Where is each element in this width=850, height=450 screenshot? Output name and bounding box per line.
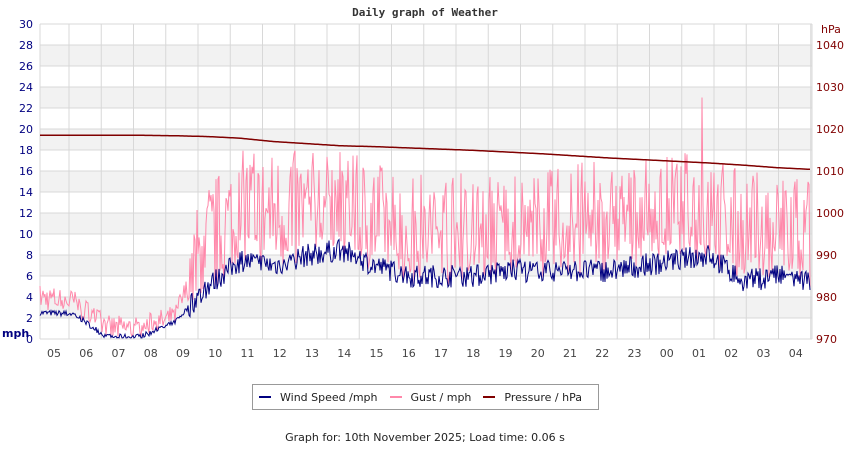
- svg-text:20: 20: [19, 123, 33, 136]
- legend-label: Gust / mph: [410, 390, 472, 404]
- legend-label: Pressure / hPa: [504, 390, 582, 404]
- pressure-swatch-icon: [483, 396, 496, 398]
- svg-text:970: 970: [816, 333, 837, 346]
- wind-swatch-icon: [259, 396, 271, 398]
- legend-label: Wind Speed /mph: [280, 390, 378, 404]
- svg-text:17: 17: [434, 347, 448, 360]
- svg-text:26: 26: [19, 60, 33, 73]
- svg-text:16: 16: [19, 165, 33, 178]
- svg-text:1030: 1030: [816, 81, 844, 94]
- legend-item-wind: Wind Speed /mph: [259, 391, 378, 404]
- svg-text:13: 13: [305, 347, 319, 360]
- svg-text:08: 08: [144, 347, 158, 360]
- svg-text:04: 04: [789, 347, 803, 360]
- svg-text:22: 22: [19, 102, 33, 115]
- svg-text:4: 4: [26, 291, 33, 304]
- svg-text:01: 01: [692, 347, 706, 360]
- svg-text:28: 28: [19, 39, 33, 52]
- weather-chart: 05 06 07 08 09 10 11 12 13 14 15 16 17 18 19 20 21 22 23 00…: [2, 18, 844, 360]
- svg-text:12: 12: [19, 207, 33, 220]
- svg-text:09: 09: [176, 347, 190, 360]
- svg-text:00: 00: [660, 347, 674, 360]
- svg-text:16: 16: [402, 347, 416, 360]
- svg-text:11: 11: [241, 347, 255, 360]
- svg-text:18: 18: [466, 347, 480, 360]
- gust-swatch-icon: [389, 396, 402, 398]
- svg-text:2: 2: [26, 312, 33, 325]
- svg-text:8: 8: [26, 249, 33, 262]
- svg-text:15: 15: [370, 347, 384, 360]
- svg-text:21: 21: [563, 347, 577, 360]
- chart-title: Daily graph of Weather: [352, 6, 498, 19]
- svg-text:18: 18: [19, 144, 33, 157]
- svg-text:14: 14: [337, 347, 351, 360]
- svg-text:1040: 1040: [816, 39, 844, 52]
- svg-text:19: 19: [499, 347, 513, 360]
- svg-text:hPa: hPa: [821, 23, 841, 36]
- svg-text:03: 03: [757, 347, 771, 360]
- svg-text:20: 20: [531, 347, 545, 360]
- svg-text:14: 14: [19, 186, 33, 199]
- svg-text:mph: mph: [2, 327, 29, 340]
- svg-text:1000: 1000: [816, 207, 844, 220]
- svg-text:05: 05: [47, 347, 61, 360]
- svg-text:23: 23: [628, 347, 642, 360]
- svg-text:30: 30: [19, 18, 33, 31]
- svg-text:24: 24: [19, 81, 33, 94]
- svg-text:990: 990: [816, 249, 837, 262]
- chart-legend: Wind Speed /mph Gust / mph Pressure / hP…: [252, 384, 599, 410]
- svg-text:0: 0: [26, 333, 33, 346]
- graph-footer: Graph for: 10th November 2025; Load time…: [285, 431, 565, 444]
- svg-text:10: 10: [208, 347, 222, 360]
- legend-item-gust: Gust / mph: [389, 390, 472, 404]
- svg-text:02: 02: [724, 347, 738, 360]
- svg-text:06: 06: [79, 347, 93, 360]
- svg-text:6: 6: [26, 270, 33, 283]
- svg-text:980: 980: [816, 291, 837, 304]
- svg-text:12: 12: [273, 347, 287, 360]
- svg-text:22: 22: [595, 347, 609, 360]
- svg-text:07: 07: [112, 347, 126, 360]
- svg-text:1010: 1010: [816, 165, 844, 178]
- svg-text:10: 10: [19, 228, 33, 241]
- legend-item-pressure: Pressure / hPa: [483, 391, 582, 404]
- svg-text:1020: 1020: [816, 123, 844, 136]
